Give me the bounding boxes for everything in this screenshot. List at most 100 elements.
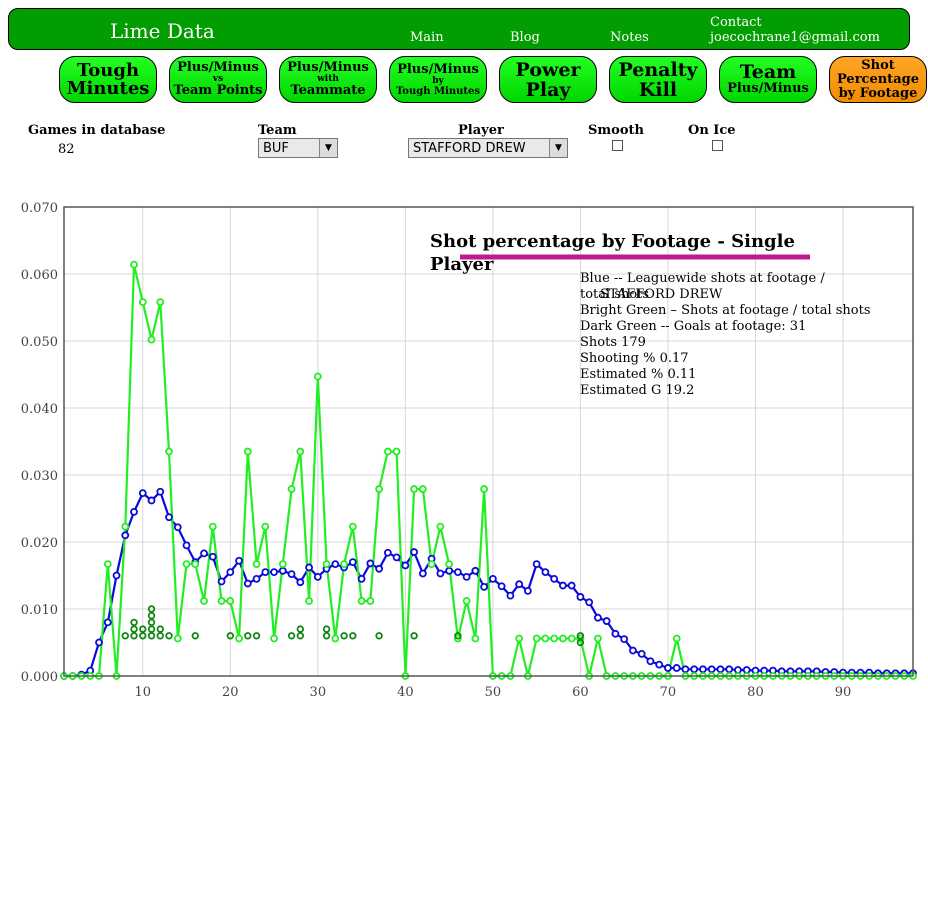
player-data-point bbox=[270, 634, 278, 643]
league-data-point bbox=[173, 523, 182, 532]
player-data-point bbox=[418, 485, 427, 493]
league-data-point bbox=[278, 566, 287, 575]
player-data-point bbox=[243, 447, 252, 456]
league-data-point bbox=[375, 564, 383, 573]
league-data-point bbox=[156, 487, 165, 496]
tab-tough-minutes[interactable]: Tough Minutes bbox=[59, 56, 157, 103]
nav-blog-link[interactable]: Blog bbox=[510, 30, 540, 45]
league-data-point bbox=[436, 569, 445, 578]
league-data-point bbox=[637, 649, 646, 658]
tab-penalty-kill[interactable]: Penalty Kill bbox=[609, 56, 707, 103]
tab-plus-minus-with-teammate[interactable]: Plus/Minus with Teammate bbox=[279, 56, 377, 103]
league-data-point bbox=[611, 629, 620, 638]
player-data-point bbox=[410, 485, 419, 493]
smooth-checkbox[interactable] bbox=[612, 140, 623, 151]
goal-data-point bbox=[322, 632, 331, 640]
player-data-point bbox=[550, 634, 559, 643]
goal-data-point bbox=[340, 632, 348, 640]
player-select[interactable]: STAFFORD DREW ▼ bbox=[408, 138, 568, 158]
league-data-point bbox=[217, 577, 226, 586]
league-data-point bbox=[235, 556, 243, 565]
player-data-point bbox=[594, 634, 602, 643]
tab-plus-minus-by-tough-minutes[interactable]: Plus/Minus by Tough Minutes bbox=[389, 56, 487, 103]
goal-data-point bbox=[147, 612, 156, 620]
player-data-point bbox=[278, 560, 287, 569]
player-data-point bbox=[287, 485, 296, 493]
league-data-point bbox=[690, 665, 699, 674]
league-data-point bbox=[121, 531, 130, 540]
contact-block[interactable]: Contact joecochrane1@gmail.com bbox=[710, 15, 880, 45]
league-data-point bbox=[95, 638, 103, 647]
y-tick-label: 0.070 bbox=[21, 201, 58, 216]
x-tick-label: 80 bbox=[747, 685, 764, 700]
player-data-point bbox=[436, 522, 445, 531]
league-data-point bbox=[305, 563, 313, 572]
player-data-point bbox=[165, 447, 173, 456]
league-data-point bbox=[558, 581, 567, 590]
goal-data-point bbox=[130, 632, 138, 640]
league-data-point bbox=[523, 587, 532, 595]
contact-email[interactable]: joecochrane1@gmail.com bbox=[710, 30, 880, 45]
league-data-point bbox=[567, 581, 576, 590]
tab-label-line: by Footage bbox=[838, 85, 918, 101]
goal-data-point bbox=[147, 618, 156, 627]
y-tick-label: 0.000 bbox=[21, 670, 58, 685]
league-data-point bbox=[576, 593, 585, 601]
y-tick-labels: 0.000 0.010 0.020 0.030 0.040 0.050 0.060 0.070 bbox=[21, 201, 58, 685]
player-data-point bbox=[103, 560, 112, 569]
player-data-point bbox=[191, 560, 200, 569]
header-bar: Lime Data Main Blog Notes Contact joecoc… bbox=[8, 8, 910, 50]
chevron-down-icon[interactable]: ▼ bbox=[549, 139, 567, 157]
on-ice-label: On Ice bbox=[688, 123, 736, 138]
goal-data-point bbox=[410, 632, 418, 640]
x-tick-label: 40 bbox=[397, 685, 414, 700]
info-player-name: STAFFORD DREW bbox=[600, 287, 723, 302]
player-data-point bbox=[235, 634, 243, 643]
goal-data-point bbox=[454, 632, 462, 640]
goal-data-point bbox=[296, 632, 305, 640]
league-data-point bbox=[655, 660, 664, 669]
league-data-point bbox=[313, 572, 322, 581]
league-data-point bbox=[646, 657, 655, 666]
games-value: 82 bbox=[58, 142, 75, 157]
tab-label-line: Minutes bbox=[66, 77, 150, 99]
x-tick-label: 60 bbox=[572, 685, 589, 700]
player-data-point bbox=[480, 485, 489, 493]
league-data-point bbox=[130, 507, 138, 516]
nav-main-link[interactable]: Main bbox=[410, 30, 444, 45]
info-line: Blue -- Leaguewide shots at footage / bbox=[580, 271, 825, 286]
brand-title[interactable]: Lime Data bbox=[110, 19, 215, 43]
tab-label-line: with bbox=[317, 74, 339, 84]
tab-label-line: Kill bbox=[638, 78, 678, 101]
player-data-point bbox=[348, 522, 357, 531]
league-data-point bbox=[445, 566, 454, 575]
on-ice-checkbox[interactable] bbox=[712, 140, 723, 151]
y-tick-label: 0.050 bbox=[21, 335, 58, 350]
goal-data-point bbox=[576, 638, 585, 647]
player-data-point bbox=[147, 335, 156, 344]
chevron-down-icon[interactable]: ▼ bbox=[319, 139, 337, 157]
goal-data-point bbox=[191, 632, 199, 640]
player-data-point bbox=[226, 597, 235, 605]
tab-team-plus-minus[interactable]: Team Plus/Minus bbox=[719, 56, 817, 103]
player-data-point bbox=[331, 634, 340, 643]
tab-power-play[interactable]: Power Play bbox=[499, 56, 597, 103]
tab-plus-minus-vs-team-points[interactable]: Plus/Minus vs Team Points bbox=[169, 56, 267, 103]
player-data-point bbox=[121, 522, 130, 531]
league-data-point bbox=[357, 574, 366, 583]
league-data-point bbox=[383, 548, 392, 557]
league-data-point bbox=[681, 665, 690, 674]
league-data-point bbox=[138, 489, 147, 497]
league-data-point bbox=[200, 549, 208, 558]
league-data-point bbox=[331, 560, 340, 569]
league-data-point bbox=[620, 635, 629, 644]
league-data-point bbox=[725, 665, 734, 674]
info-line: Bright Green – Shots at footage / total … bbox=[580, 303, 871, 318]
player-data-point bbox=[182, 560, 191, 569]
team-select[interactable]: BUF ▼ bbox=[258, 138, 338, 158]
tab-shot-percentage-by-footage[interactable]: Shot Percentage by Footage bbox=[829, 56, 927, 103]
league-data-point bbox=[594, 613, 602, 622]
chart-info-text: Blue -- Leaguewide shots at footage /tot… bbox=[580, 271, 871, 398]
nav-notes-link[interactable]: Notes bbox=[610, 30, 649, 45]
player-data-point bbox=[392, 447, 401, 456]
